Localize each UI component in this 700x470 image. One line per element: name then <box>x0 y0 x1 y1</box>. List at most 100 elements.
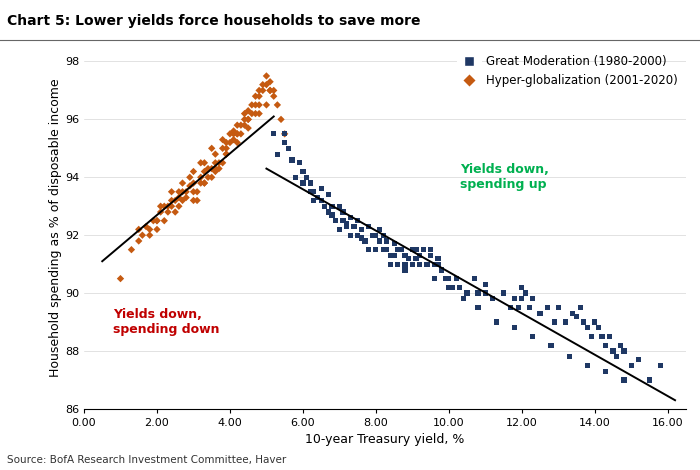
Point <box>585 333 596 340</box>
Point <box>480 281 491 288</box>
Point <box>655 362 666 369</box>
Point <box>184 182 195 190</box>
Point <box>377 246 388 253</box>
Point <box>210 168 221 175</box>
Point <box>330 217 342 225</box>
Point <box>228 136 239 143</box>
Point <box>133 237 144 245</box>
Point <box>151 226 162 233</box>
Point <box>272 150 283 158</box>
Point <box>418 246 429 253</box>
Point <box>250 93 261 100</box>
Point <box>261 81 272 88</box>
Point <box>243 116 254 123</box>
Point <box>115 275 126 282</box>
Point <box>433 260 444 268</box>
Point <box>159 217 170 225</box>
Point <box>341 220 352 227</box>
Point <box>542 304 553 311</box>
Point <box>344 231 356 239</box>
Point <box>188 196 199 204</box>
Point <box>469 275 480 282</box>
Point <box>286 156 297 164</box>
Point <box>524 304 535 311</box>
Point <box>279 139 290 146</box>
Point <box>370 231 382 239</box>
Point <box>162 208 174 216</box>
Point <box>395 246 407 253</box>
Point <box>192 196 203 204</box>
Point <box>615 341 626 349</box>
Point <box>243 107 254 115</box>
Point <box>250 101 261 109</box>
Point <box>181 188 192 196</box>
Text: Chart 5: Lower yields force households to save more: Chart 5: Lower yields force households t… <box>7 14 421 28</box>
Point <box>618 376 629 384</box>
Point <box>626 362 637 369</box>
Point <box>382 246 393 253</box>
Point <box>392 246 403 253</box>
Point <box>341 223 352 230</box>
Point <box>545 341 557 349</box>
Point <box>232 121 243 129</box>
Point <box>560 318 571 326</box>
Point <box>151 217 162 225</box>
Point <box>407 260 418 268</box>
Point <box>253 93 265 100</box>
Point <box>257 81 268 88</box>
Point <box>491 318 502 326</box>
Point <box>253 110 265 118</box>
Point <box>210 150 221 158</box>
Point <box>436 266 447 274</box>
Point <box>370 246 382 253</box>
Point <box>596 333 608 340</box>
Point <box>217 145 228 152</box>
Point <box>177 188 188 196</box>
Point <box>367 231 378 239</box>
Point <box>377 231 388 239</box>
Point <box>243 116 254 123</box>
Text: Yields down,
spending up: Yields down, spending up <box>460 163 549 191</box>
Point <box>265 86 276 94</box>
Point <box>567 310 578 317</box>
Point <box>275 116 286 123</box>
Point <box>174 194 185 201</box>
Point <box>352 231 363 239</box>
Point <box>385 260 396 268</box>
Text: Source: BofA Research Investment Committee, Haver: Source: BofA Research Investment Committ… <box>7 455 286 465</box>
Point <box>564 353 575 360</box>
Point <box>582 324 593 332</box>
Point <box>210 159 221 166</box>
Point <box>206 173 217 181</box>
Point <box>192 188 203 196</box>
Point <box>141 223 152 230</box>
Point <box>304 188 316 196</box>
Point <box>220 150 232 158</box>
Point <box>220 145 232 152</box>
Point <box>370 246 382 253</box>
Point <box>407 246 418 253</box>
Point <box>527 333 538 340</box>
Point <box>428 275 440 282</box>
Point <box>414 260 426 268</box>
Point <box>268 93 279 100</box>
Point <box>144 231 155 239</box>
Point <box>265 86 276 94</box>
Text: Yields down,
spending down: Yields down, spending down <box>113 307 220 336</box>
Point <box>199 159 210 166</box>
Point <box>575 304 586 311</box>
Point <box>188 180 199 187</box>
Point <box>253 86 265 94</box>
Point <box>344 214 356 221</box>
Point <box>308 196 319 204</box>
Point <box>473 290 484 297</box>
Point <box>181 194 192 201</box>
Point <box>516 283 527 291</box>
Point <box>199 180 210 187</box>
Point <box>352 217 363 225</box>
Point <box>385 252 396 259</box>
Point <box>356 226 367 233</box>
Point <box>337 217 349 225</box>
Point <box>400 266 411 274</box>
Point <box>166 188 177 196</box>
